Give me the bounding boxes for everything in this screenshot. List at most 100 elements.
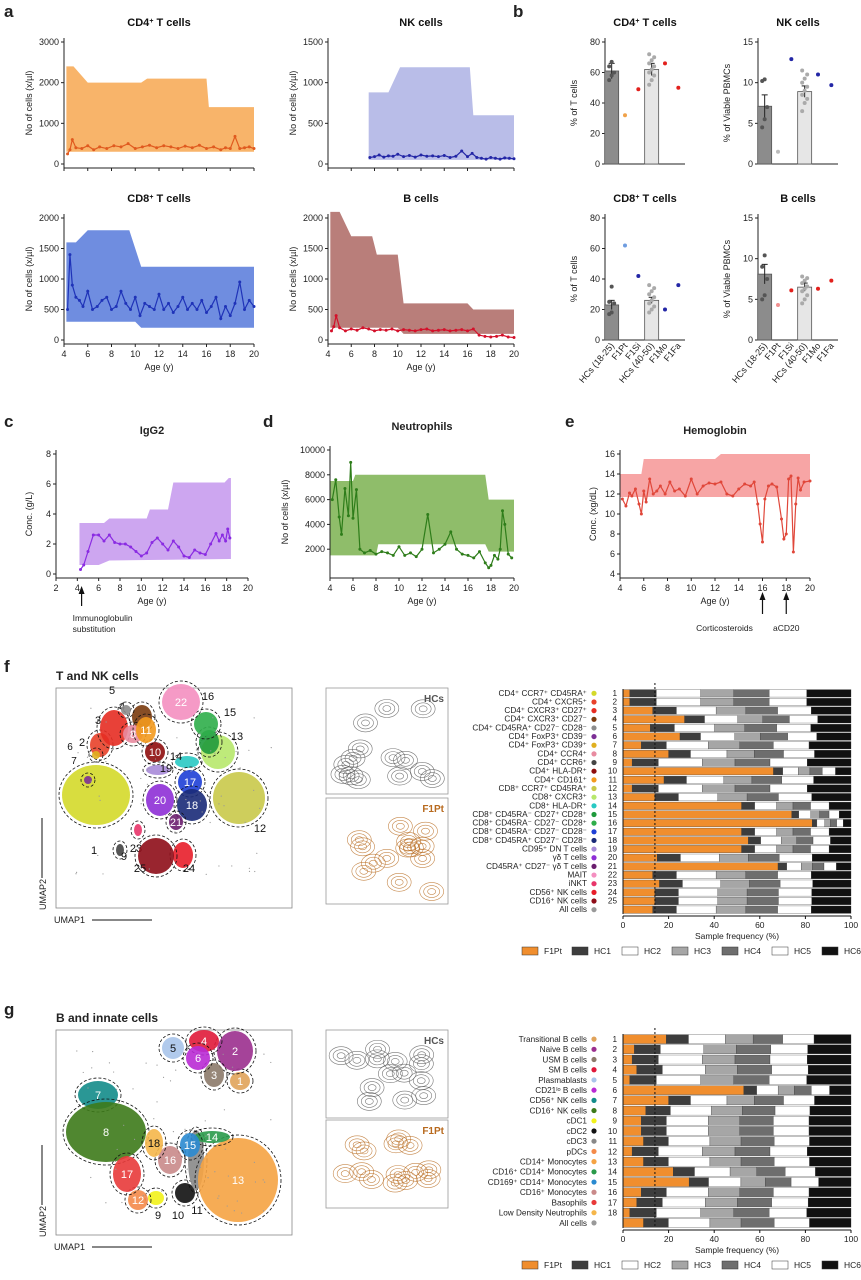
data-point [802, 286, 807, 291]
row-number: 21 [608, 862, 618, 871]
bar-hc2 [754, 801, 777, 810]
series-line [330, 315, 515, 339]
bar-hc5 [810, 827, 830, 836]
data-point [203, 553, 207, 556]
chart-undefined: 2000 4000 6000 8000 10000 Neutrophils No of ce… [280, 421, 519, 606]
data-point [431, 329, 435, 333]
bar-hc1 [654, 888, 679, 897]
density-contour [374, 849, 400, 868]
bar-hc2 [662, 1065, 706, 1075]
row-number: 7 [612, 1096, 617, 1105]
cluster-blob [128, 1190, 148, 1210]
data-point [649, 78, 654, 83]
legend-swatch [621, 946, 639, 956]
data-point [475, 155, 479, 159]
cluster-number: 8 [130, 729, 136, 741]
x-tick-label: 6 [349, 349, 354, 359]
background-cell [145, 1062, 147, 1064]
data-point [354, 488, 358, 492]
cluster-outline [154, 1142, 186, 1178]
bar-hc1 [684, 715, 705, 724]
bar-hc1 [812, 819, 818, 828]
bar-hc3 [725, 1034, 754, 1044]
background-cell [99, 799, 101, 801]
bar-hc2 [658, 1054, 703, 1065]
data-point [802, 76, 807, 81]
bar-hc3 [734, 732, 761, 741]
density-contour [369, 1052, 386, 1066]
data-point [765, 277, 770, 281]
x-tick-label: 20 [243, 583, 253, 593]
data-point [70, 138, 74, 142]
data-point [200, 298, 204, 302]
bar-f1pt [622, 845, 742, 853]
title-sup: + [149, 194, 153, 201]
data-point [112, 144, 116, 148]
data-point [762, 117, 767, 122]
data-point [102, 539, 106, 543]
row-color-dot [591, 898, 597, 904]
bar-f1pt [622, 810, 792, 819]
background-cell [256, 831, 258, 833]
x-axis-label: Age (y) [407, 596, 436, 606]
bar-hc2 [662, 1197, 706, 1208]
background-cell [205, 1135, 207, 1137]
row-label: Transitional B cells [519, 1035, 587, 1044]
reference-range-band [66, 66, 254, 152]
background-cell [142, 1195, 144, 1197]
data-point [432, 551, 435, 555]
cluster-17: 17 [109, 1152, 145, 1196]
background-cell [235, 750, 237, 753]
background-cell [98, 795, 100, 797]
data-point [802, 88, 807, 93]
density-contour [344, 751, 362, 765]
background-cell [140, 803, 142, 805]
cluster-outline [171, 752, 203, 772]
density-contour [411, 1086, 436, 1105]
data-point [649, 307, 654, 312]
y-tick-label: 1500 [303, 244, 323, 254]
cluster-number: 10 [149, 747, 161, 759]
x-tick-label: 16 [757, 583, 767, 593]
x-tick-label: 40 [709, 920, 719, 930]
row-label: MAIT [567, 870, 587, 879]
data-point [97, 533, 101, 537]
density-contour [428, 775, 437, 782]
background-cell [212, 717, 214, 719]
chart-b-cd8: CD8+ T cells 0 20 40 60 80 % of T cells HCs (18… [569, 193, 685, 385]
bar-hc3 [708, 1126, 740, 1136]
data-point [414, 555, 418, 559]
data-point [466, 553, 470, 557]
data-point [489, 335, 493, 339]
background-cell [196, 749, 198, 751]
cluster-number: 6 [195, 1053, 201, 1065]
bar-hc5 [774, 1136, 810, 1146]
data-point [676, 283, 681, 288]
background-cell [199, 800, 201, 802]
row-label: SM B cells [548, 1066, 587, 1075]
background-cell [209, 791, 211, 793]
bar-hc5 [811, 1085, 830, 1095]
density-contour [373, 1045, 382, 1053]
data-point [413, 329, 417, 333]
row-color-dot [591, 863, 597, 870]
data-point [187, 556, 191, 559]
title-sup: + [635, 18, 639, 25]
y-tick-label: 80 [590, 213, 600, 223]
row-color-dot [591, 1210, 597, 1216]
row-color-dot [591, 811, 597, 818]
x-tick-label: 80 [801, 1234, 811, 1244]
bar-hc5 [773, 1116, 810, 1126]
data-point [478, 550, 481, 554]
background-cell [186, 1168, 188, 1170]
background-cell [105, 1202, 107, 1204]
density-contour [357, 716, 374, 730]
density-contour [351, 1141, 377, 1161]
data-point [119, 145, 123, 149]
legend-label: HC5 [794, 946, 811, 956]
data-point [139, 554, 143, 558]
y-tick-label: 2 [46, 539, 51, 549]
density-contour [382, 855, 392, 862]
cluster-outline [112, 840, 128, 860]
data-point [466, 155, 469, 159]
